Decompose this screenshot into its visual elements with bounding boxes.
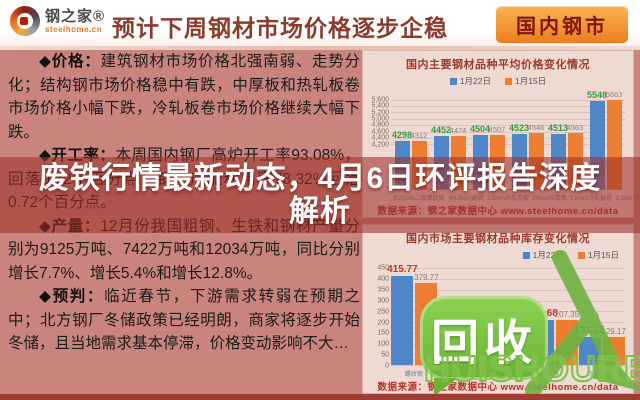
bullet-label: ◆价格： xyxy=(39,53,101,70)
bar-value-label: 5663 xyxy=(605,90,623,99)
chart-title: 国内市场主要钢材品种库存变化情况 xyxy=(406,233,590,245)
y-tick-label: 5,200 xyxy=(371,109,389,117)
y-tick-label: 400 xyxy=(377,275,389,283)
gridline xyxy=(391,137,625,139)
bar-value-label: 5548 xyxy=(586,90,608,101)
chart-y-axis: 5,600 5,400 5,200 5,000 4,800 4,600 4,400 4,200 xyxy=(367,90,391,190)
y-tick-label: 250 xyxy=(377,308,389,316)
legend-swatch-icon xyxy=(577,251,585,259)
category-badge[interactable]: 国内钢市 xyxy=(496,6,628,43)
y-tick-label: 4,400 xyxy=(371,134,389,142)
bottom-strip xyxy=(0,394,640,400)
bar-value-label: 4474 xyxy=(449,125,467,135)
y-tick-label: 0 xyxy=(385,362,389,370)
chart-title: 国内主要钢材品种平均价格变化情况 xyxy=(406,59,590,71)
bar-value-label: 4513 xyxy=(547,123,569,134)
gridline xyxy=(391,268,625,270)
bar-value-label: 4504 xyxy=(469,123,491,134)
legend-item: 1月22日 xyxy=(449,75,491,87)
bar-wrap: 415.77 xyxy=(387,264,418,365)
article-bullet: ◆预判：临近春节，下游需求转弱在预期之中；北方钢厂冬储政策已经明朗，商家将逐步开… xyxy=(8,285,360,356)
legend-swatch-icon xyxy=(505,77,512,85)
bar-value-label: 415.77 xyxy=(387,264,418,275)
recycle-logo-text: 回收 xyxy=(430,317,537,370)
page-title: 预计下周钢材市场价格逐步企稳 xyxy=(112,15,448,41)
headline-line2: 解析 xyxy=(289,195,351,228)
legend-label: 1月22日 xyxy=(459,76,491,86)
y-tick-label: 4,600 xyxy=(371,128,389,136)
headline-overlay: 废铁行情最新动态，4月6日环评报告深度 解析 xyxy=(0,157,640,233)
y-tick-label: 350 xyxy=(377,286,389,294)
chart-legend: 1月22日 1月15日 xyxy=(363,72,633,88)
bar-value-label: 4546 xyxy=(527,123,545,133)
chart-y-axis: 450 400 350 300 250 200 150 100 50 0 xyxy=(367,264,391,370)
gridline xyxy=(391,289,625,291)
bullet-text: 建筑钢材市场价格北强南弱、走势分化；结构钢市场价格稳中有跌，中厚板和热轧板卷市场… xyxy=(8,53,360,141)
y-tick-label: 5,000 xyxy=(371,115,389,123)
legend-item: 1月15日 xyxy=(577,249,619,261)
y-tick-label: 450 xyxy=(377,264,389,272)
y-tick-label: 100 xyxy=(377,340,389,348)
logo-domain: steelhome.cn xyxy=(45,24,103,34)
gridline xyxy=(391,144,625,146)
legend-swatch-icon xyxy=(522,251,530,259)
y-tick-label: 4,800 xyxy=(371,121,389,129)
bar-value-label: 4523 xyxy=(508,122,530,133)
bar-value-label: 129.17 xyxy=(601,327,626,337)
logo-name: 钢之家® xyxy=(45,7,106,25)
steelhome-logo[interactable]: 钢之家® steelhome.cn xyxy=(10,6,105,36)
article-bullet: ◆价格：建筑钢材市场价格北强南弱、走势分化；结构钢市场价格稳中有跌，中厚板和热轧… xyxy=(8,50,360,144)
legend-label: 1月15日 xyxy=(515,76,547,86)
gridline xyxy=(391,131,625,133)
gridline xyxy=(391,105,625,107)
chart-source-link[interactable]: 数据来源：钢之家数据中心 www.steelhome.cn/data xyxy=(377,382,619,393)
bullet-text: 临近春节，下游需求转弱在预期之中；北方钢厂冬储政策已经明朗，商家将逐步开始冬储，… xyxy=(8,288,360,352)
gridline xyxy=(391,99,625,101)
legend-label: 1月15日 xyxy=(587,250,619,260)
header-bar: 钢之家® steelhome.cn 预计下周钢材市场价格逐步企稳 国内钢市 xyxy=(0,0,640,50)
y-tick-label: 300 xyxy=(377,297,389,305)
bar-value-label: 207.35 xyxy=(554,310,580,320)
gridline xyxy=(391,279,625,281)
y-tick-label: 5,600 xyxy=(371,96,389,104)
bar-value-label: 4312 xyxy=(410,130,428,140)
gridline xyxy=(391,112,625,114)
x-tick-label: 螺纹钢 xyxy=(404,371,423,378)
legend-item: 1月15日 xyxy=(505,75,546,87)
bar-value-label: 379.77 xyxy=(414,273,439,283)
legend-swatch-icon xyxy=(449,77,457,85)
headline-line1: 废铁行情最新动态，4月6日环评报告深度 xyxy=(38,162,602,195)
gridline xyxy=(391,125,625,127)
gridline xyxy=(391,118,625,120)
huishouren-watermark: HUISHOUREN xyxy=(423,347,640,390)
bar xyxy=(391,276,414,365)
bar-value-label: 4298 xyxy=(391,130,413,141)
recycle-arrow-icon xyxy=(525,250,640,398)
bullet-label: ◆预判： xyxy=(39,288,105,305)
legend-item: 1月22日 xyxy=(522,249,564,261)
y-tick-label: 150 xyxy=(377,329,389,337)
y-tick-label: 4,200 xyxy=(371,141,389,149)
y-tick-label: 5,400 xyxy=(371,102,389,110)
y-tick-label: 200 xyxy=(377,319,389,327)
logo-text: 钢之家® steelhome.cn xyxy=(45,9,105,34)
bar-value-label: 4563 xyxy=(566,122,584,132)
chart-legend: 1月22日 1月15日 xyxy=(363,246,633,262)
legend-label: 1月22日 xyxy=(532,250,564,260)
recycle-logo: 回收 xyxy=(420,296,548,396)
bar-value-label: 4507 xyxy=(488,124,506,134)
bar-value-label: 4452 xyxy=(430,125,452,136)
y-tick-label: 50 xyxy=(381,351,389,359)
steelhome-swirl-icon xyxy=(10,6,40,36)
